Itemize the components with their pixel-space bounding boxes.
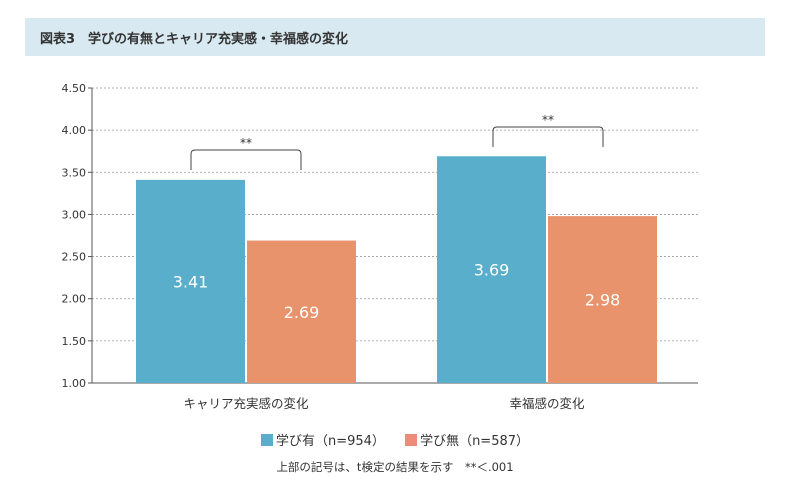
significance-label: ** [542, 113, 554, 127]
y-tick-label: 3.50 [62, 166, 87, 179]
bar [136, 179, 245, 383]
bar-value-label: 2.69 [284, 303, 320, 322]
y-tick-label: 1.00 [62, 377, 87, 390]
bar-value-label: 3.41 [173, 272, 209, 291]
bar-value-label: 3.69 [474, 261, 510, 280]
chart-title: 図表3 学びの有無とキャリア充実感・幸福感の変化 [40, 32, 349, 47]
legend-swatch [405, 434, 418, 446]
legend-label: 学び有（n=954） [275, 434, 385, 449]
category-label: キャリア充実感の変化 [183, 396, 309, 411]
category-label: 幸福感の変化 [509, 396, 585, 411]
significance-bracket [492, 126, 604, 147]
y-tick-label: 4.00 [62, 124, 87, 137]
y-tick-label: 4.50 [62, 82, 87, 95]
legend-label: 学び無（n=587） [420, 434, 530, 449]
y-tick-label: 2.00 [62, 293, 87, 306]
legend: 学び有（n=954） 学び無（n=587） [0, 430, 790, 449]
bar-value-label: 2.98 [585, 291, 621, 310]
y-tick-label: 1.50 [62, 335, 87, 348]
bar-chart: 1.00 1.50 2.00 2.50 3.00 3.50 4.00 4.50 3.41 2.69… [62, 82, 698, 411]
legend-item-with-learning: 学び有（n=954） [260, 434, 385, 449]
bar [437, 156, 546, 383]
significance-label: ** [240, 136, 252, 150]
legend-swatch [260, 434, 273, 446]
y-tick-label: 2.50 [62, 251, 87, 264]
bar [247, 240, 356, 383]
legend-item-without-learning: 学び無（n=587） [405, 434, 529, 449]
significance-bracket [190, 149, 302, 170]
footnote: 上部の記号は、t検定の結果を示す **＜.001 [276, 460, 514, 474]
title-bar: 図表3 学びの有無とキャリア充実感・幸福感の変化 [25, 18, 765, 56]
bar [548, 216, 657, 383]
y-tick-label: 3.00 [62, 208, 87, 221]
